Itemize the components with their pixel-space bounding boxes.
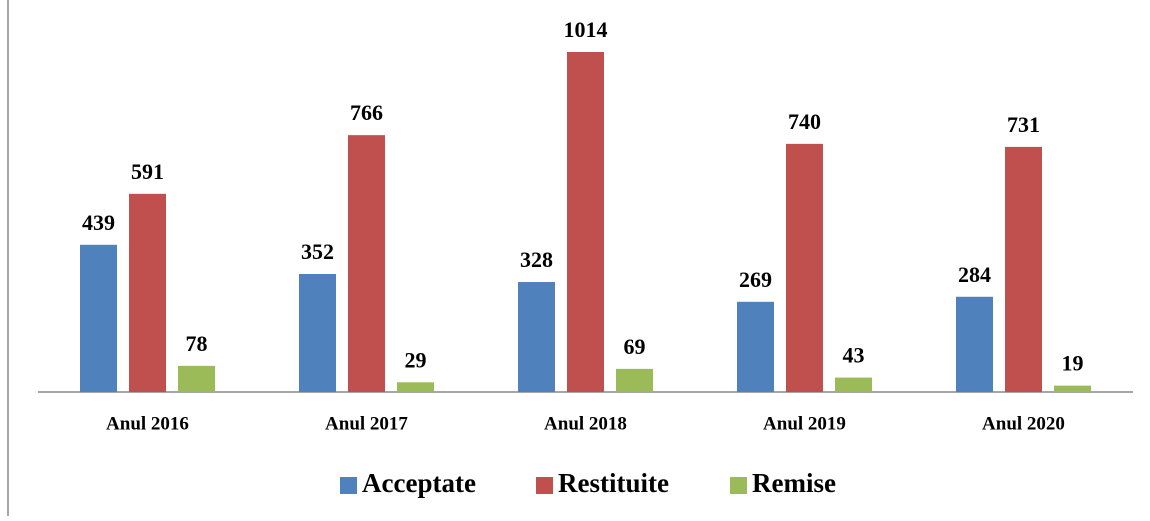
data-label: 731 <box>1007 112 1040 137</box>
x-tick-label: Anul 2019 <box>763 413 846 434</box>
data-label: 1014 <box>564 17 608 42</box>
bar <box>129 193 166 392</box>
bar <box>1005 146 1042 392</box>
x-tick-label: Anul 2017 <box>325 413 408 434</box>
legend-swatch <box>536 477 553 494</box>
bar <box>567 52 604 392</box>
data-label: 352 <box>301 239 334 264</box>
data-label: 69 <box>624 334 646 359</box>
x-tick-label: Anul 2018 <box>544 413 627 434</box>
data-label: 78 <box>186 331 208 356</box>
bar <box>299 273 336 392</box>
bar <box>397 382 434 392</box>
legend-swatch <box>730 477 747 494</box>
data-label: 591 <box>131 159 164 184</box>
data-label: 439 <box>82 210 115 235</box>
legend-label: Restituite <box>558 468 669 498</box>
data-label: 740 <box>788 109 821 134</box>
bar <box>518 282 555 392</box>
legend-swatch <box>340 477 357 494</box>
data-label: 328 <box>520 247 553 272</box>
data-label: 43 <box>843 343 865 368</box>
bar <box>178 365 215 392</box>
bar <box>616 368 653 392</box>
data-label: 29 <box>405 347 427 372</box>
data-label: 284 <box>958 262 991 287</box>
bar <box>956 296 993 392</box>
x-tick-label: Anul 2020 <box>982 413 1065 434</box>
data-label: 269 <box>739 267 772 292</box>
bar <box>835 377 872 392</box>
legend-label: Acceptate <box>362 468 476 498</box>
bar <box>786 143 823 392</box>
data-label: 766 <box>350 100 383 125</box>
legend-label: Remise <box>752 468 836 498</box>
bar <box>737 301 774 392</box>
bar <box>1054 385 1091 392</box>
bar <box>348 135 385 392</box>
bar <box>80 244 117 392</box>
x-tick-label: Anul 2016 <box>106 413 189 434</box>
data-label: 19 <box>1062 351 1084 376</box>
